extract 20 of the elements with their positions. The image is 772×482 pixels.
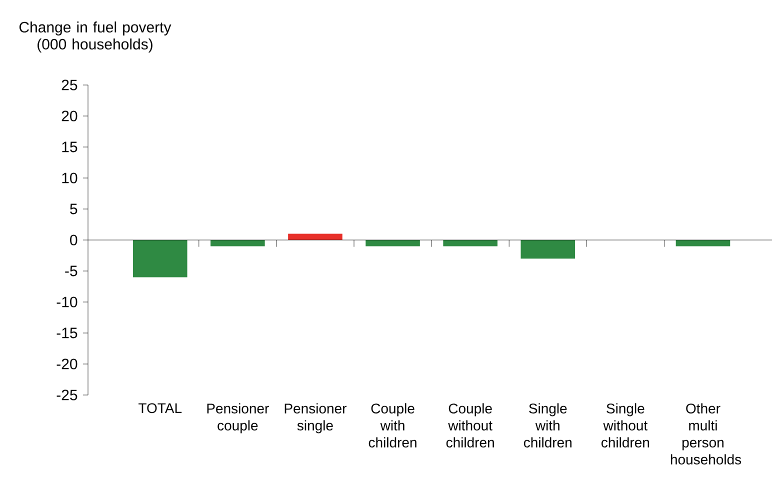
- y-tick-label: 0: [70, 234, 78, 246]
- y-tick-label: 20: [62, 110, 78, 122]
- y-tick-label: -15: [56, 328, 78, 338]
- y-axis-title: Change in fuel poverty (000 households): [19, 22, 172, 52]
- y-tick-label: -5: [65, 266, 78, 276]
- x-tick-label: Single with children: [524, 403, 572, 448]
- x-tick-label: Couple without children: [446, 403, 494, 448]
- x-tick-label: TOTAL: [138, 403, 182, 414]
- y-tick-label: 25: [62, 80, 78, 90]
- y-tick-label: -25: [56, 390, 78, 400]
- y-tick-label: -20: [56, 358, 78, 370]
- y-tick-label: -10: [56, 296, 78, 308]
- x-tick-label: Single without children: [602, 403, 650, 448]
- y-tick-label: 15: [62, 142, 78, 152]
- y-tick-label: 10: [62, 172, 78, 184]
- x-tick-label: Pensioner couple: [207, 403, 269, 434]
- x-tick-label: Pensioner single: [284, 403, 347, 434]
- x-tick-label: Couple with children: [368, 403, 416, 448]
- y-tick-label: 5: [70, 204, 78, 214]
- x-tick-label: Other multi person households: [670, 403, 742, 464]
